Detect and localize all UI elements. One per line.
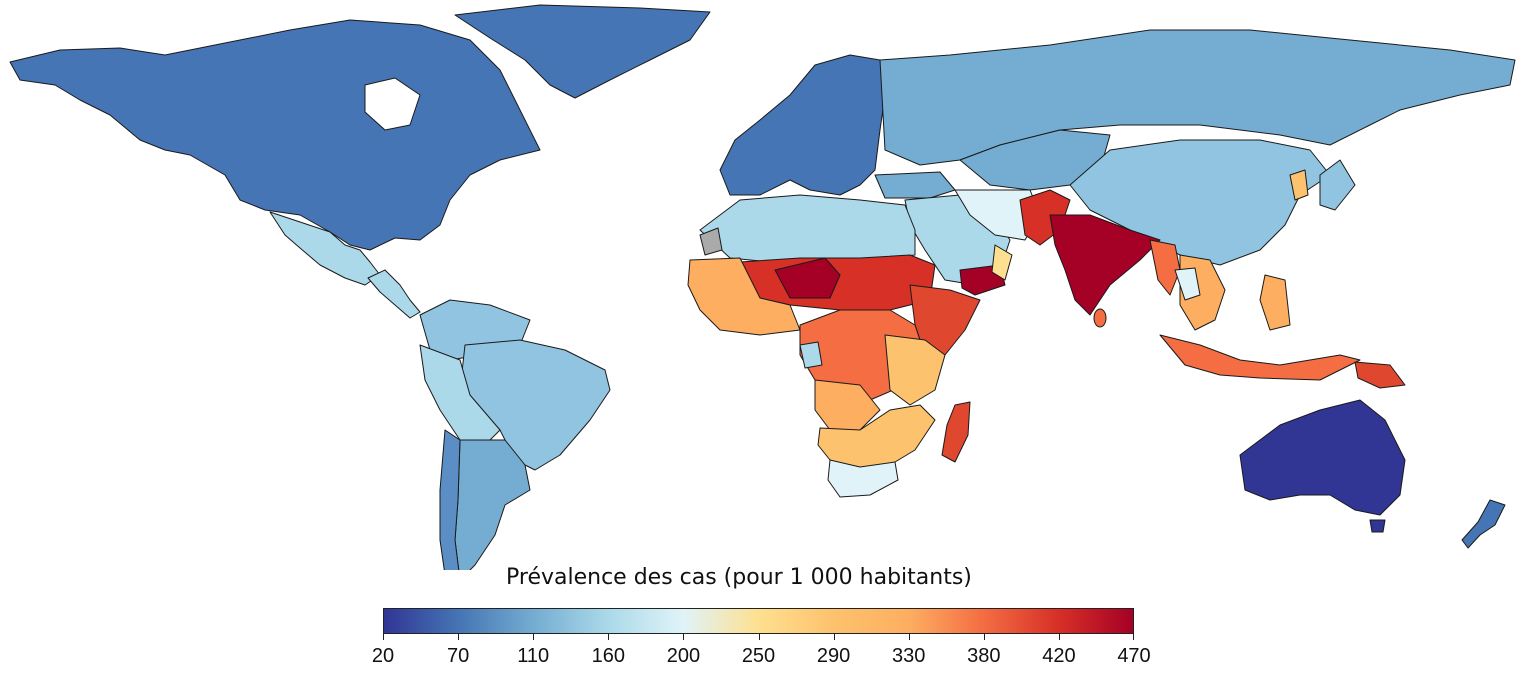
region-png [1354,361,1406,389]
legend-tick-label: 420 [1042,645,1076,667]
region-japan [1319,159,1356,211]
region-greenland [454,4,711,99]
region-south-africa [827,459,899,498]
region-philippines [1259,274,1291,331]
legend-tick-label: 160 [591,645,625,667]
legend-tick-mark [383,634,384,640]
region-korea [1289,169,1309,201]
legend-tick-mark [833,634,835,640]
legend-tick-label: 20 [371,645,395,667]
region-chile [439,429,461,570]
legend-title: Prévalence des cas (pour 1 000 habitants… [506,565,972,590]
region-thailand [1174,267,1201,301]
legend-tick-mark [533,634,535,640]
world-choropleth-map [9,4,1516,570]
legend-tick-mark [458,634,460,640]
region-europe [719,54,886,196]
region-north-america [9,19,541,251]
region-new-zealand [1461,499,1506,549]
region-india [1049,214,1161,316]
legend-color-bar [383,608,1134,634]
region-turkey [874,171,956,199]
region-hudson-bay-water [364,77,421,131]
region-argentina [454,439,531,570]
region-gabon [799,341,823,369]
region-sri-lanka [1093,308,1107,328]
legend-ticks [383,634,1134,640]
region-east-africa [884,334,946,406]
region-north-africa [699,194,916,263]
region-indonesia [1159,334,1361,381]
region-niger [774,257,841,299]
region-southern-africa [817,404,936,469]
legend-tick-label: 250 [741,645,776,667]
legend-tick-label: 70 [446,645,470,667]
region-tasmania [1369,519,1386,533]
region-west-africa [687,257,801,336]
legend-tick-mark [683,634,685,640]
legend-tick-mark [1133,634,1134,640]
legend-tick-label: 380 [967,645,1001,667]
region-australia [1239,399,1406,516]
legend-tick-mark [983,634,985,640]
legend-tick-label: 200 [666,645,701,667]
legend-tick-label: 470 [1117,645,1151,667]
legend-tick-label: 330 [892,645,926,667]
region-myanmar [1149,239,1181,296]
legend-tick-label: 110 [517,645,550,667]
legend-tick-labels: 20 70 110 160 200 250 290 330 380 420 470 [372,645,1151,675]
region-oman [991,244,1013,281]
legend-tick-mark [908,634,910,640]
region-iran [954,189,1041,241]
legend-tick-mark [608,634,610,640]
region-central-america [367,269,421,319]
legend-tick-mark [758,634,760,640]
region-madagascar [941,401,971,463]
legend-tick-mark [1058,634,1060,640]
region-western-sahara [699,227,723,256]
legend-tick-label: 290 [816,645,851,667]
